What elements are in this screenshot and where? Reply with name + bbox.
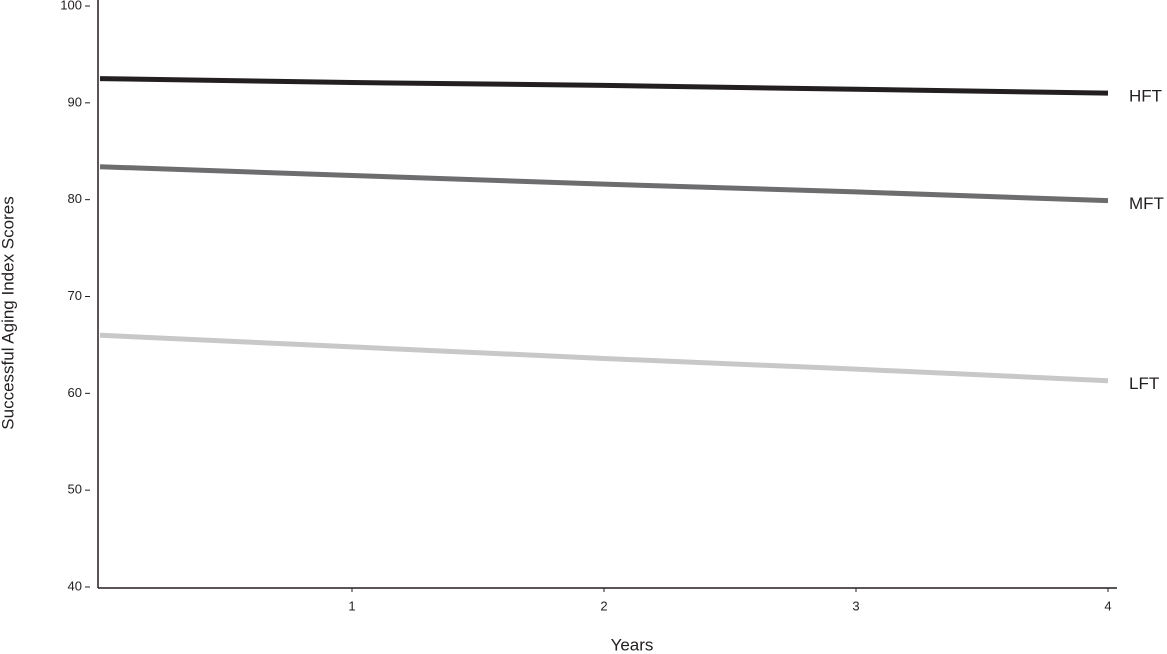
y-tick-label: 80 xyxy=(68,191,82,206)
series-line xyxy=(99,76,1109,96)
y-tick-label: 40 xyxy=(68,578,82,593)
y-axis-label: Successful Aging Index Scores xyxy=(0,196,17,429)
x-tick-label: 2 xyxy=(600,598,607,613)
series-label: LFT xyxy=(1129,374,1159,393)
y-tick-label: 60 xyxy=(68,385,82,400)
x-tick-label: 3 xyxy=(852,598,859,613)
x-tick-label: 4 xyxy=(1104,598,1111,613)
y-tick-label: 70 xyxy=(68,288,82,303)
y-tick-label: 100 xyxy=(60,0,82,12)
x-axis-label: Years xyxy=(611,635,654,654)
series-line xyxy=(99,332,1109,384)
x-tick-label: 1 xyxy=(348,598,355,613)
series-label: HFT xyxy=(1129,87,1162,106)
series-line xyxy=(99,164,1109,204)
series-label: MFT xyxy=(1129,194,1164,213)
y-tick-label: 90 xyxy=(68,94,82,109)
y-tick-label: 50 xyxy=(68,482,82,497)
